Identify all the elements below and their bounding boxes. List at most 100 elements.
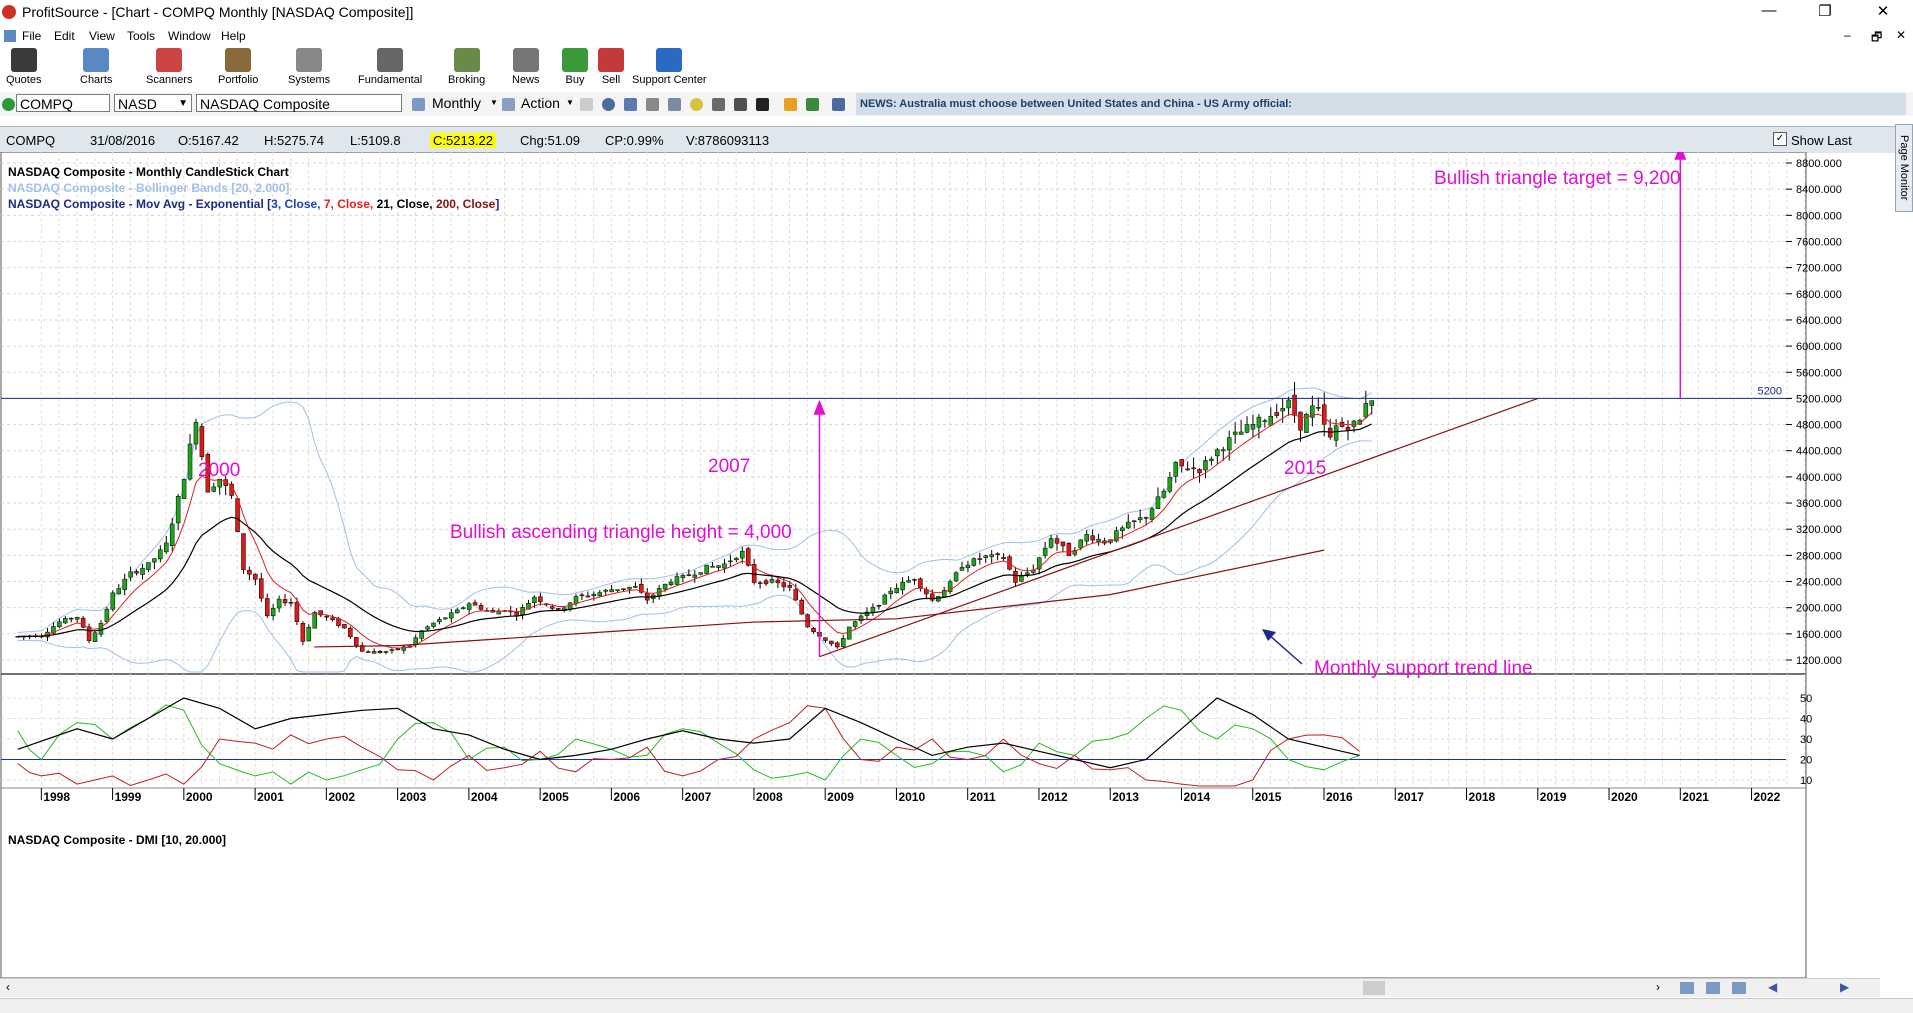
candle-body [1167, 477, 1173, 492]
candle [668, 578, 674, 587]
candle-body [906, 580, 911, 583]
toolbar-label: Scanners [146, 74, 193, 86]
menu-window[interactable]: Window [168, 29, 211, 43]
lightbulb-icon[interactable] [690, 98, 703, 111]
crosshair-icon[interactable] [602, 98, 615, 111]
news-ticker[interactable]: NEWS: Australia must choose between Unit… [856, 93, 1906, 115]
page-monitor-tab[interactable]: Page Monitor [1895, 124, 1913, 212]
zoom-fit-icon[interactable] [1732, 982, 1746, 994]
candle-body [169, 523, 175, 546]
portfolio-toolbar-button[interactable]: Portfolio [218, 46, 258, 86]
menu-help[interactable]: Help [221, 29, 246, 43]
candle-body [722, 563, 727, 569]
link-icon[interactable] [646, 98, 659, 111]
arrow-icon[interactable] [806, 98, 819, 111]
scroll-left-icon[interactable]: ‹ [6, 980, 10, 994]
candle-body [870, 606, 876, 613]
go-icon[interactable] [2, 98, 15, 111]
candle [270, 604, 276, 621]
candle [912, 578, 917, 585]
exchange-select[interactable]: NASD ▼ [114, 94, 192, 112]
blank-icon[interactable] [580, 98, 593, 111]
toolbar-label: Systems [288, 74, 331, 86]
charts-toolbar-button[interactable]: Charts [80, 46, 112, 86]
step-left-icon[interactable]: ◀ [1768, 980, 1778, 994]
buy-toolbar-button[interactable]: Buy [562, 46, 588, 86]
candle [757, 580, 763, 589]
date-axis: 1998 1999 2000 2001 2002 2003 2004 2005 2006 2007… [40, 788, 1781, 804]
candle-body [181, 479, 187, 499]
candle-body [793, 589, 798, 601]
sell-toolbar-button[interactable]: Sell [598, 46, 624, 86]
candle [585, 591, 591, 598]
broking-toolbar-button[interactable]: Broking [448, 46, 485, 86]
fundamental-toolbar-button[interactable]: Fundamental [358, 46, 422, 86]
mdi-restore-button[interactable]: 🗗 [1871, 30, 1883, 44]
candle-body [211, 486, 217, 492]
menu-view[interactable]: View [89, 29, 115, 43]
star-icon[interactable] [784, 98, 797, 111]
menu-tools[interactable]: Tools [127, 29, 156, 43]
step-right-icon[interactable]: ▶ [1840, 980, 1850, 994]
candle [181, 478, 187, 499]
document-icon [4, 30, 16, 42]
candle-body [1298, 411, 1303, 431]
candle-body [1256, 416, 1262, 428]
mdi-minimize-button[interactable]: – [1844, 28, 1851, 42]
candle [1292, 381, 1297, 423]
candle [377, 650, 383, 654]
menu-file[interactable]: File [22, 29, 42, 43]
close-button[interactable]: ✕ [1876, 3, 1890, 20]
alert-icon[interactable] [832, 98, 845, 111]
price-chart[interactable]: 8800.000 8400.000 8000.000 7600.000 7200.000… [0, 152, 1895, 978]
candle-body [888, 590, 893, 595]
candle [1173, 461, 1179, 483]
candle-body [259, 578, 264, 599]
security-name-field[interactable]: NASDAQ Composite [196, 94, 402, 112]
monitor-icon[interactable] [624, 98, 637, 111]
candle-body [199, 426, 205, 457]
support-center-toolbar-button[interactable]: Support Center [632, 46, 707, 86]
date-tick-label: 2013 [1112, 790, 1139, 804]
minimize-button[interactable]: — [1761, 2, 1777, 19]
zoom-out-icon[interactable] [1680, 982, 1694, 994]
candle [1048, 534, 1054, 549]
scroll-thumb[interactable] [1363, 981, 1385, 995]
news-toolbar-button[interactable]: News [512, 46, 540, 86]
info-high: H:5275.74 [264, 133, 324, 148]
candle-body [959, 567, 965, 571]
symbol-input[interactable]: COMPQ [16, 94, 110, 112]
period-dropdown[interactable]: Monthly [432, 95, 482, 111]
candle-body [573, 596, 579, 604]
candle-body [152, 558, 157, 563]
date-tick-label: 2012 [1041, 790, 1068, 804]
action-chevron-icon: ▼ [566, 98, 574, 107]
candle-body [253, 573, 258, 580]
horizontal-scrollbar[interactable]: ‹ › ◀ ▶ [0, 978, 1880, 997]
screen-icon[interactable] [668, 98, 681, 111]
chart-tool-icon[interactable] [712, 98, 725, 111]
zoom-in-icon[interactable] [1706, 982, 1720, 994]
mdi-close-button[interactable]: ✕ [1896, 28, 1907, 42]
scroll-right-icon[interactable]: › [1656, 980, 1660, 994]
print-icon[interactable] [756, 98, 769, 111]
quotes-toolbar-button[interactable]: Quotes [6, 46, 41, 86]
systems-toolbar-button[interactable]: Systems [288, 46, 330, 86]
candle-body [324, 615, 329, 618]
hammer-icon[interactable] [734, 98, 747, 111]
candle [1149, 506, 1155, 523]
candle-body [674, 576, 680, 585]
restore-button[interactable]: ❐ [1818, 3, 1832, 20]
candle-body [585, 595, 591, 598]
candle [164, 535, 169, 554]
menu-edit[interactable]: Edit [54, 29, 75, 43]
scanners-toolbar-button[interactable]: Scanners [146, 46, 192, 86]
legend-part: Close [397, 197, 430, 211]
date-tick-label: 2019 [1540, 790, 1567, 804]
action-dropdown[interactable]: Action [521, 95, 560, 111]
candle-body [158, 549, 163, 560]
candle [1256, 414, 1262, 439]
show-last-checkbox[interactable]: ✓ [1773, 132, 1787, 146]
legend-part: ] [495, 197, 499, 211]
candle-body [401, 646, 407, 651]
